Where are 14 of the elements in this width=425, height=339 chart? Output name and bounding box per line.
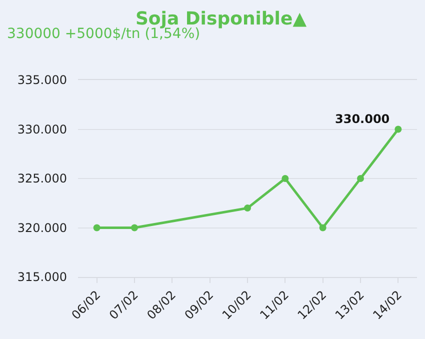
- y-tick-label: 315.000: [17, 270, 67, 284]
- point: [282, 175, 289, 182]
- y-tick-label: 320.000: [17, 220, 67, 235]
- point: [394, 126, 402, 133]
- point: [131, 224, 138, 232]
- y-tick-label: 330.000: [17, 122, 67, 136]
- chart-subtitle: 330000 +5000$/tn (1,54%): [7, 26, 200, 42]
- point: [93, 224, 100, 232]
- annotation: 330.000: [335, 112, 390, 126]
- y-tick-label: 325.000: [17, 172, 67, 186]
- point: [319, 224, 326, 232]
- point: [244, 204, 251, 212]
- y-tick-label: 335.000: [17, 73, 67, 88]
- point: [357, 175, 364, 182]
